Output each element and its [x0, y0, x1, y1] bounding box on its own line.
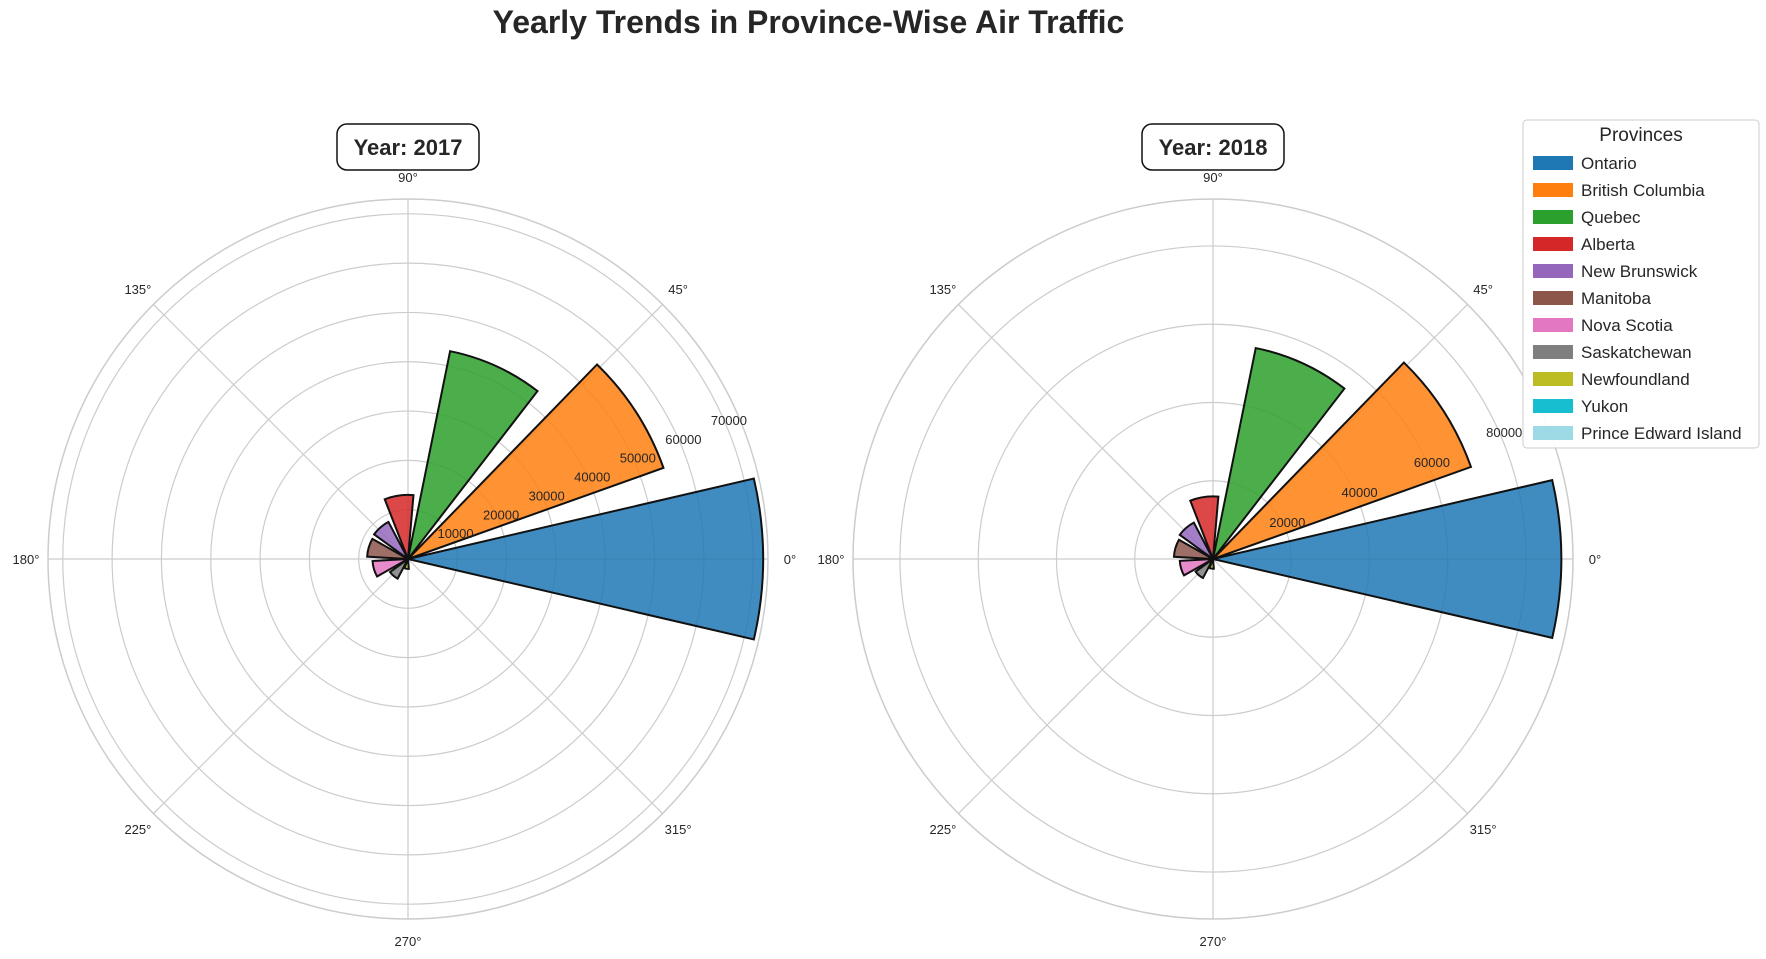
bar-quebec	[1212, 346, 1346, 560]
legend-label: Nova Scotia	[1581, 316, 1673, 335]
legend-label: Ontario	[1581, 154, 1637, 173]
bar-british-columbia	[407, 363, 665, 560]
bar-saskatchewan	[1194, 558, 1214, 580]
angular-gridline	[958, 558, 1214, 814]
bar-british-columbia	[1212, 361, 1473, 560]
angular-gridline	[958, 304, 1214, 560]
radial-tick-label: 40000	[574, 470, 610, 485]
legend-swatch	[1533, 345, 1573, 359]
legend-label: Quebec	[1581, 208, 1641, 227]
legend-label: Saskatchewan	[1581, 343, 1692, 362]
radial-tick-label: 10000	[437, 526, 473, 541]
bar-ontario	[1212, 478, 1563, 640]
angular-tick-label: 90°	[1203, 170, 1223, 185]
panel-title: Year: 2017	[354, 135, 463, 160]
angular-tick-label: 225°	[929, 822, 956, 837]
radial-tick-label: 60000	[1414, 455, 1450, 470]
angular-tick-label: 45°	[1473, 282, 1493, 297]
angular-gridline	[1212, 558, 1468, 814]
radial-tick-label: 50000	[620, 451, 656, 466]
legend-label: New Brunswick	[1581, 262, 1698, 281]
angular-tick-label: 135°	[929, 282, 956, 297]
legend-swatch	[1533, 426, 1573, 440]
radial-tick-label: 40000	[1342, 485, 1378, 500]
bar-alberta	[1188, 495, 1220, 560]
angular-tick-label: 315°	[1470, 822, 1497, 837]
radial-tick-label: 70000	[711, 413, 747, 428]
radial-tick-label: 80000	[1486, 425, 1522, 440]
radial-tick-label: 20000	[1269, 515, 1305, 530]
angular-tick-label: 0°	[784, 552, 796, 567]
angular-tick-label: 225°	[124, 822, 151, 837]
panel-title-box	[336, 123, 480, 171]
bar-nova-scotia	[371, 558, 409, 578]
bar-new-brunswick	[1178, 521, 1214, 560]
legend-label: Manitoba	[1581, 289, 1651, 308]
bar-ontario	[407, 477, 764, 641]
bar-saskatchewan	[388, 558, 409, 580]
legend-swatch	[1533, 318, 1573, 332]
angular-tick-label: 270°	[395, 934, 422, 949]
angular-tick-label: 180°	[818, 552, 845, 567]
legend-swatch	[1533, 156, 1573, 170]
angular-tick-label: 135°	[124, 282, 151, 297]
radial-tick-label: 20000	[483, 507, 519, 522]
chart-title: Yearly Trends in Province-Wise Air Traff…	[492, 4, 1125, 40]
bar-newfoundland	[1208, 558, 1215, 570]
legend-label: Yukon	[1581, 397, 1628, 416]
panel-title-box	[1141, 123, 1285, 171]
angular-tick-label: 45°	[668, 282, 688, 297]
bar-manitoba	[366, 537, 409, 560]
polar-frame	[852, 198, 1574, 920]
angular-tick-label: 270°	[1200, 934, 1227, 949]
legend-frame	[1522, 119, 1760, 449]
bar-nova-scotia	[1178, 558, 1214, 577]
legend-label: Newfoundland	[1581, 370, 1690, 389]
bar-new-brunswick	[372, 520, 409, 560]
legend-title: Provinces	[1599, 125, 1682, 146]
legend-label: British Columbia	[1581, 181, 1705, 200]
angular-tick-label: 90°	[398, 170, 418, 185]
legend: Provinces Ontario British Columbia Quebec Al…	[1522, 119, 1760, 449]
angular-tick-label: 315°	[665, 822, 692, 837]
angular-tick-label: 180°	[13, 552, 40, 567]
angular-gridline	[153, 304, 409, 560]
radial-tick-label: 60000	[665, 432, 701, 447]
legend-swatch	[1533, 372, 1573, 386]
bar-newfoundland	[403, 558, 410, 570]
angular-gridline	[153, 558, 409, 814]
legend-label: Alberta	[1581, 235, 1635, 254]
radial-tick-label: 30000	[529, 488, 565, 503]
legend-swatch	[1533, 399, 1573, 413]
angular-gridline	[407, 558, 663, 814]
polar-panel-2018: 20000 40000 60000 80000 0° 45° 90° 135° 180° 225°…	[818, 123, 1601, 949]
polar-panel-2017: 10000 20000 30000 40000 50000 60000 70000 0° 45°…	[13, 123, 796, 949]
legend-swatch	[1533, 183, 1573, 197]
legend-swatch	[1533, 237, 1573, 251]
bar-alberta	[383, 493, 415, 560]
panel-title: Year: 2018	[1159, 135, 1268, 160]
bar-quebec	[407, 349, 539, 560]
bar-manitoba	[1172, 538, 1214, 560]
angular-tick-label: 0°	[1589, 552, 1601, 567]
legend-swatch	[1533, 264, 1573, 278]
legend-label: Prince Edward Island	[1581, 424, 1742, 443]
legend-swatch	[1533, 291, 1573, 305]
polar-frame	[47, 198, 769, 920]
legend-swatch	[1533, 210, 1573, 224]
